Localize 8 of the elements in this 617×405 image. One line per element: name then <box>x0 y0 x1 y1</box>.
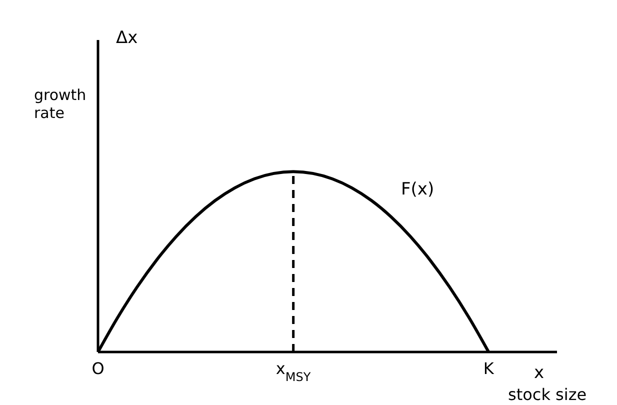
x-tick-label: O <box>92 359 104 378</box>
text: Δx <box>116 28 138 48</box>
x-tick-label: K <box>483 359 494 378</box>
x-axis-title: stock size <box>508 385 587 404</box>
text: x <box>534 363 544 383</box>
x-tick-label: x$_{MSY}$ <box>276 359 312 384</box>
y-axis-title: growth rate <box>34 86 88 122</box>
series-label: F(x) <box>400 180 434 200</box>
